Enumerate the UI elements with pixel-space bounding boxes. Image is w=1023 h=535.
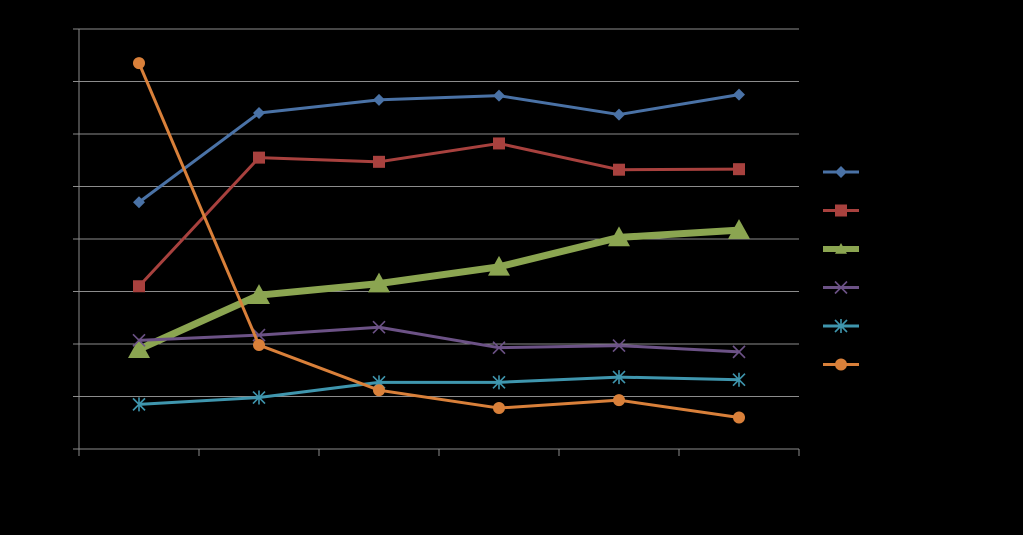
series-line <box>137 141 740 288</box>
data-point <box>133 196 145 209</box>
data-point <box>133 57 145 70</box>
legend-item-1 <box>823 166 859 178</box>
legend-item-6 <box>823 358 859 371</box>
legend-item-2 <box>823 204 859 217</box>
data-point <box>733 163 745 176</box>
data-point <box>834 280 848 295</box>
series-1 <box>133 88 745 209</box>
data-point <box>835 243 847 254</box>
data-point <box>253 107 265 119</box>
data-point <box>612 339 626 353</box>
series-line <box>138 325 740 354</box>
data-point <box>372 320 386 334</box>
data-point <box>613 163 625 176</box>
data-point <box>728 219 750 239</box>
data-point <box>834 319 848 333</box>
data-point <box>132 333 146 347</box>
series-5 <box>132 370 746 412</box>
data-point <box>608 226 630 247</box>
data-point <box>613 108 625 121</box>
data-point <box>248 284 270 304</box>
data-point <box>132 397 146 412</box>
data-point <box>493 402 505 415</box>
data-point <box>492 375 506 390</box>
series-4 <box>132 320 746 359</box>
series-group <box>128 57 750 424</box>
legend-item-4 <box>823 280 859 295</box>
data-point <box>373 384 385 397</box>
legend-item-3 <box>823 243 859 254</box>
gridlines <box>79 28 799 397</box>
axes <box>73 28 800 456</box>
series-2 <box>133 137 745 293</box>
data-point <box>493 137 505 150</box>
data-point <box>128 338 150 359</box>
data-point <box>253 339 265 352</box>
data-point <box>835 166 847 178</box>
data-point <box>493 89 505 102</box>
data-point <box>373 155 385 168</box>
data-point <box>488 255 510 276</box>
data-point <box>253 151 265 164</box>
data-point <box>612 370 626 385</box>
data-point <box>492 341 506 355</box>
data-point <box>732 345 746 359</box>
legend <box>823 166 859 371</box>
data-point <box>252 390 266 405</box>
series-line <box>137 62 740 419</box>
data-point <box>733 411 745 424</box>
data-point <box>732 372 746 387</box>
series-3 <box>128 219 750 359</box>
data-point <box>133 280 145 293</box>
data-point <box>368 272 390 293</box>
data-point <box>835 204 847 217</box>
data-point <box>373 93 385 106</box>
data-point <box>835 358 847 371</box>
series-line <box>138 375 740 406</box>
series-line <box>137 226 740 353</box>
series-line <box>138 93 740 204</box>
data-point <box>613 394 625 407</box>
series-6 <box>133 57 745 424</box>
legend-item-5 <box>823 319 859 333</box>
data-point <box>733 88 745 101</box>
